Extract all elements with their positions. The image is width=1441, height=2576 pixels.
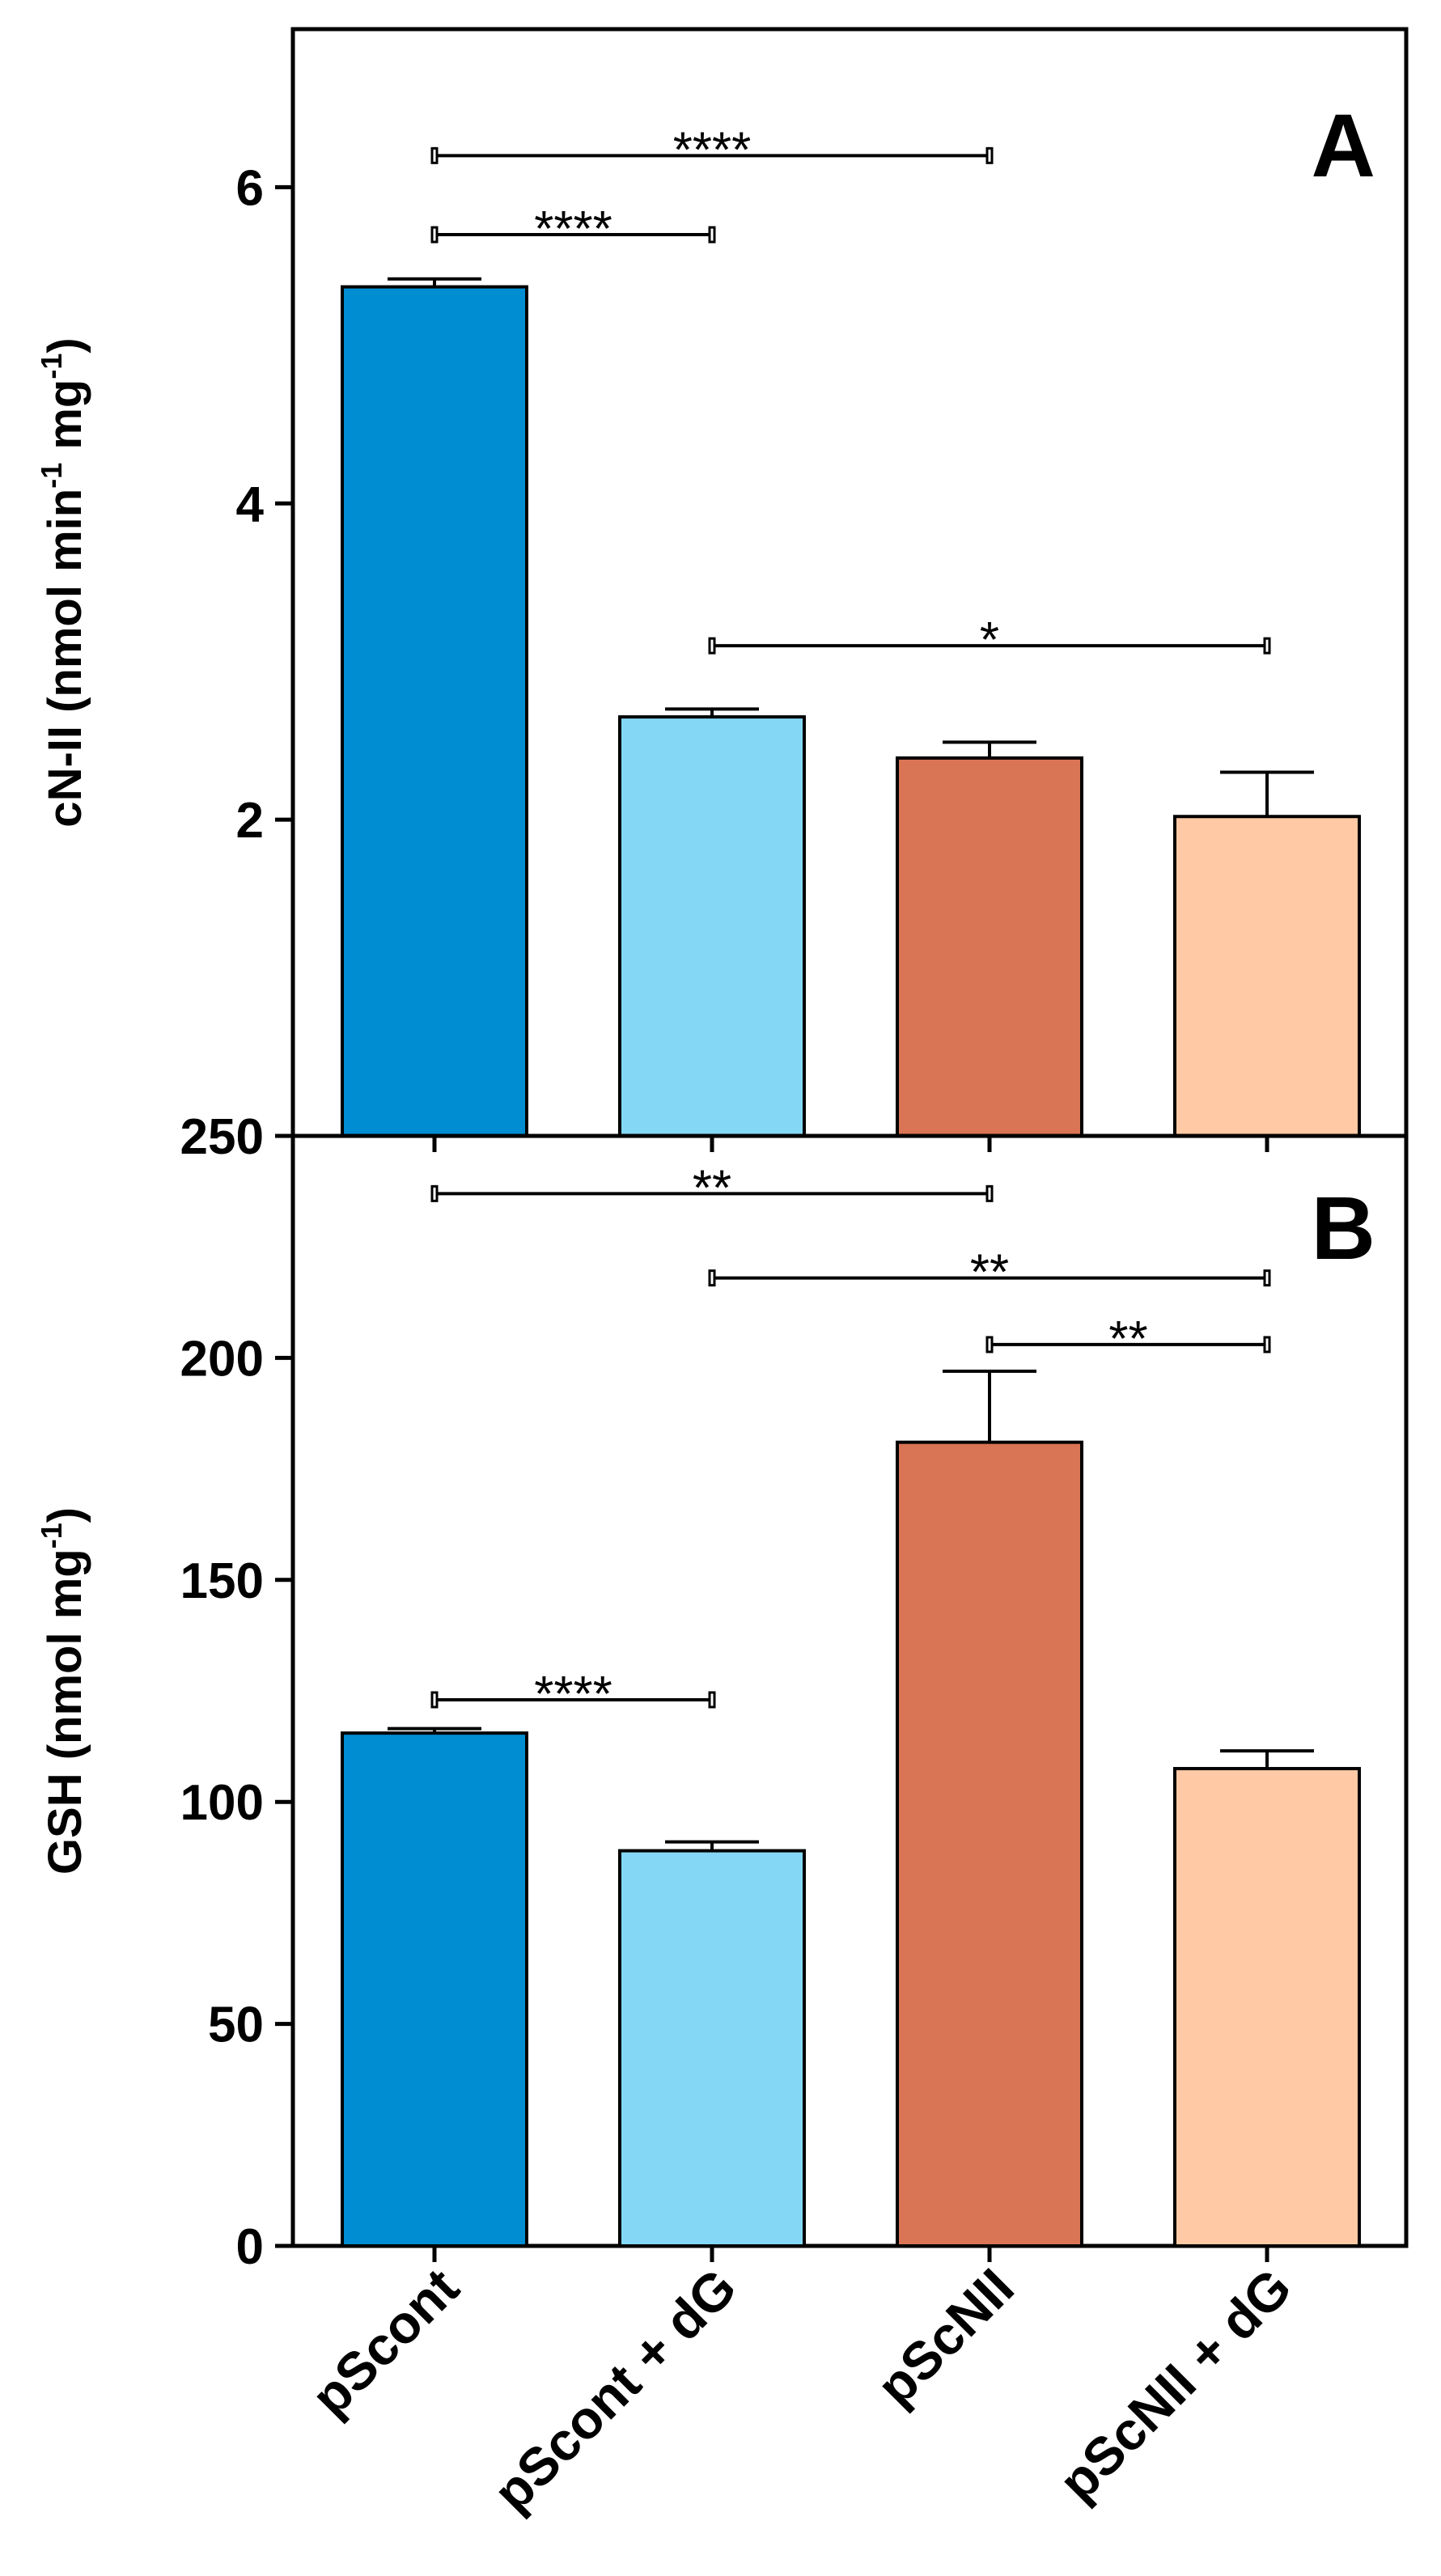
significance-cap	[708, 637, 716, 655]
significance-label: *	[980, 612, 999, 668]
y-tick-label: 200	[180, 1331, 264, 1387]
panel-letter: A	[1312, 96, 1375, 196]
significance-cap	[430, 146, 439, 164]
bar-pscnii	[896, 756, 1083, 1138]
y-tick-label: 2	[236, 793, 264, 849]
y-tick-label: 100	[180, 1775, 264, 1831]
bar-pscont	[341, 1731, 528, 2248]
significance-label: ****	[534, 201, 612, 257]
significance-cap	[708, 226, 716, 244]
significance-cap	[708, 1691, 716, 1709]
x-category-label: pScont + dG	[481, 2257, 747, 2523]
significance-label: ****	[534, 1667, 612, 1722]
x-category-label: pScNII	[865, 2257, 1025, 2417]
y-tick-label: 50	[208, 1998, 264, 2053]
x-category-label: pScont	[299, 2257, 469, 2427]
y-tick-label: 250	[180, 1109, 264, 1165]
significance-cap	[1263, 1269, 1271, 1287]
significance-label: **	[1108, 1311, 1147, 1367]
bar-pscont	[341, 285, 528, 1138]
y-tick-label: 150	[180, 1553, 264, 1609]
y-tick-label: 4	[236, 477, 265, 532]
significance-cap	[708, 1269, 716, 1287]
significance-label: ****	[673, 122, 752, 178]
panel-letter: B	[1312, 1179, 1375, 1278]
significance-label: **	[970, 1245, 1009, 1301]
y-tick-label: 6	[236, 160, 264, 216]
significance-cap	[430, 226, 439, 244]
bar-pscont-dg	[618, 715, 806, 1138]
significance-cap	[1263, 1336, 1271, 1354]
bar-pscont-dg	[618, 1849, 806, 2248]
x-category-label: pScNII + dG	[1047, 2257, 1303, 2513]
bar-pscnii-dg	[1173, 815, 1361, 1138]
y-tick-label: 0	[236, 1109, 264, 1165]
bar-pscnii	[896, 1440, 1083, 2248]
y-axis-label: GSH (nmol mg-1)	[35, 1507, 91, 1875]
y-axis-label: cN-II (nmol min-1 mg-1)	[35, 337, 91, 827]
significance-cap	[430, 1184, 439, 1202]
plot-frame	[290, 1133, 1409, 2248]
significance-cap	[430, 1691, 439, 1709]
significance-label: **	[693, 1160, 731, 1216]
significance-cap	[985, 1336, 994, 1354]
bar-pscnii-dg	[1173, 1767, 1361, 2248]
significance-cap	[985, 1184, 994, 1202]
significance-cap	[1263, 637, 1271, 655]
y-tick-label: 0	[236, 2219, 264, 2275]
x-axis-category-labels: pScont pScont + dG pScNII pScNII + dG	[299, 2257, 1302, 2523]
significance-cap	[985, 146, 994, 164]
